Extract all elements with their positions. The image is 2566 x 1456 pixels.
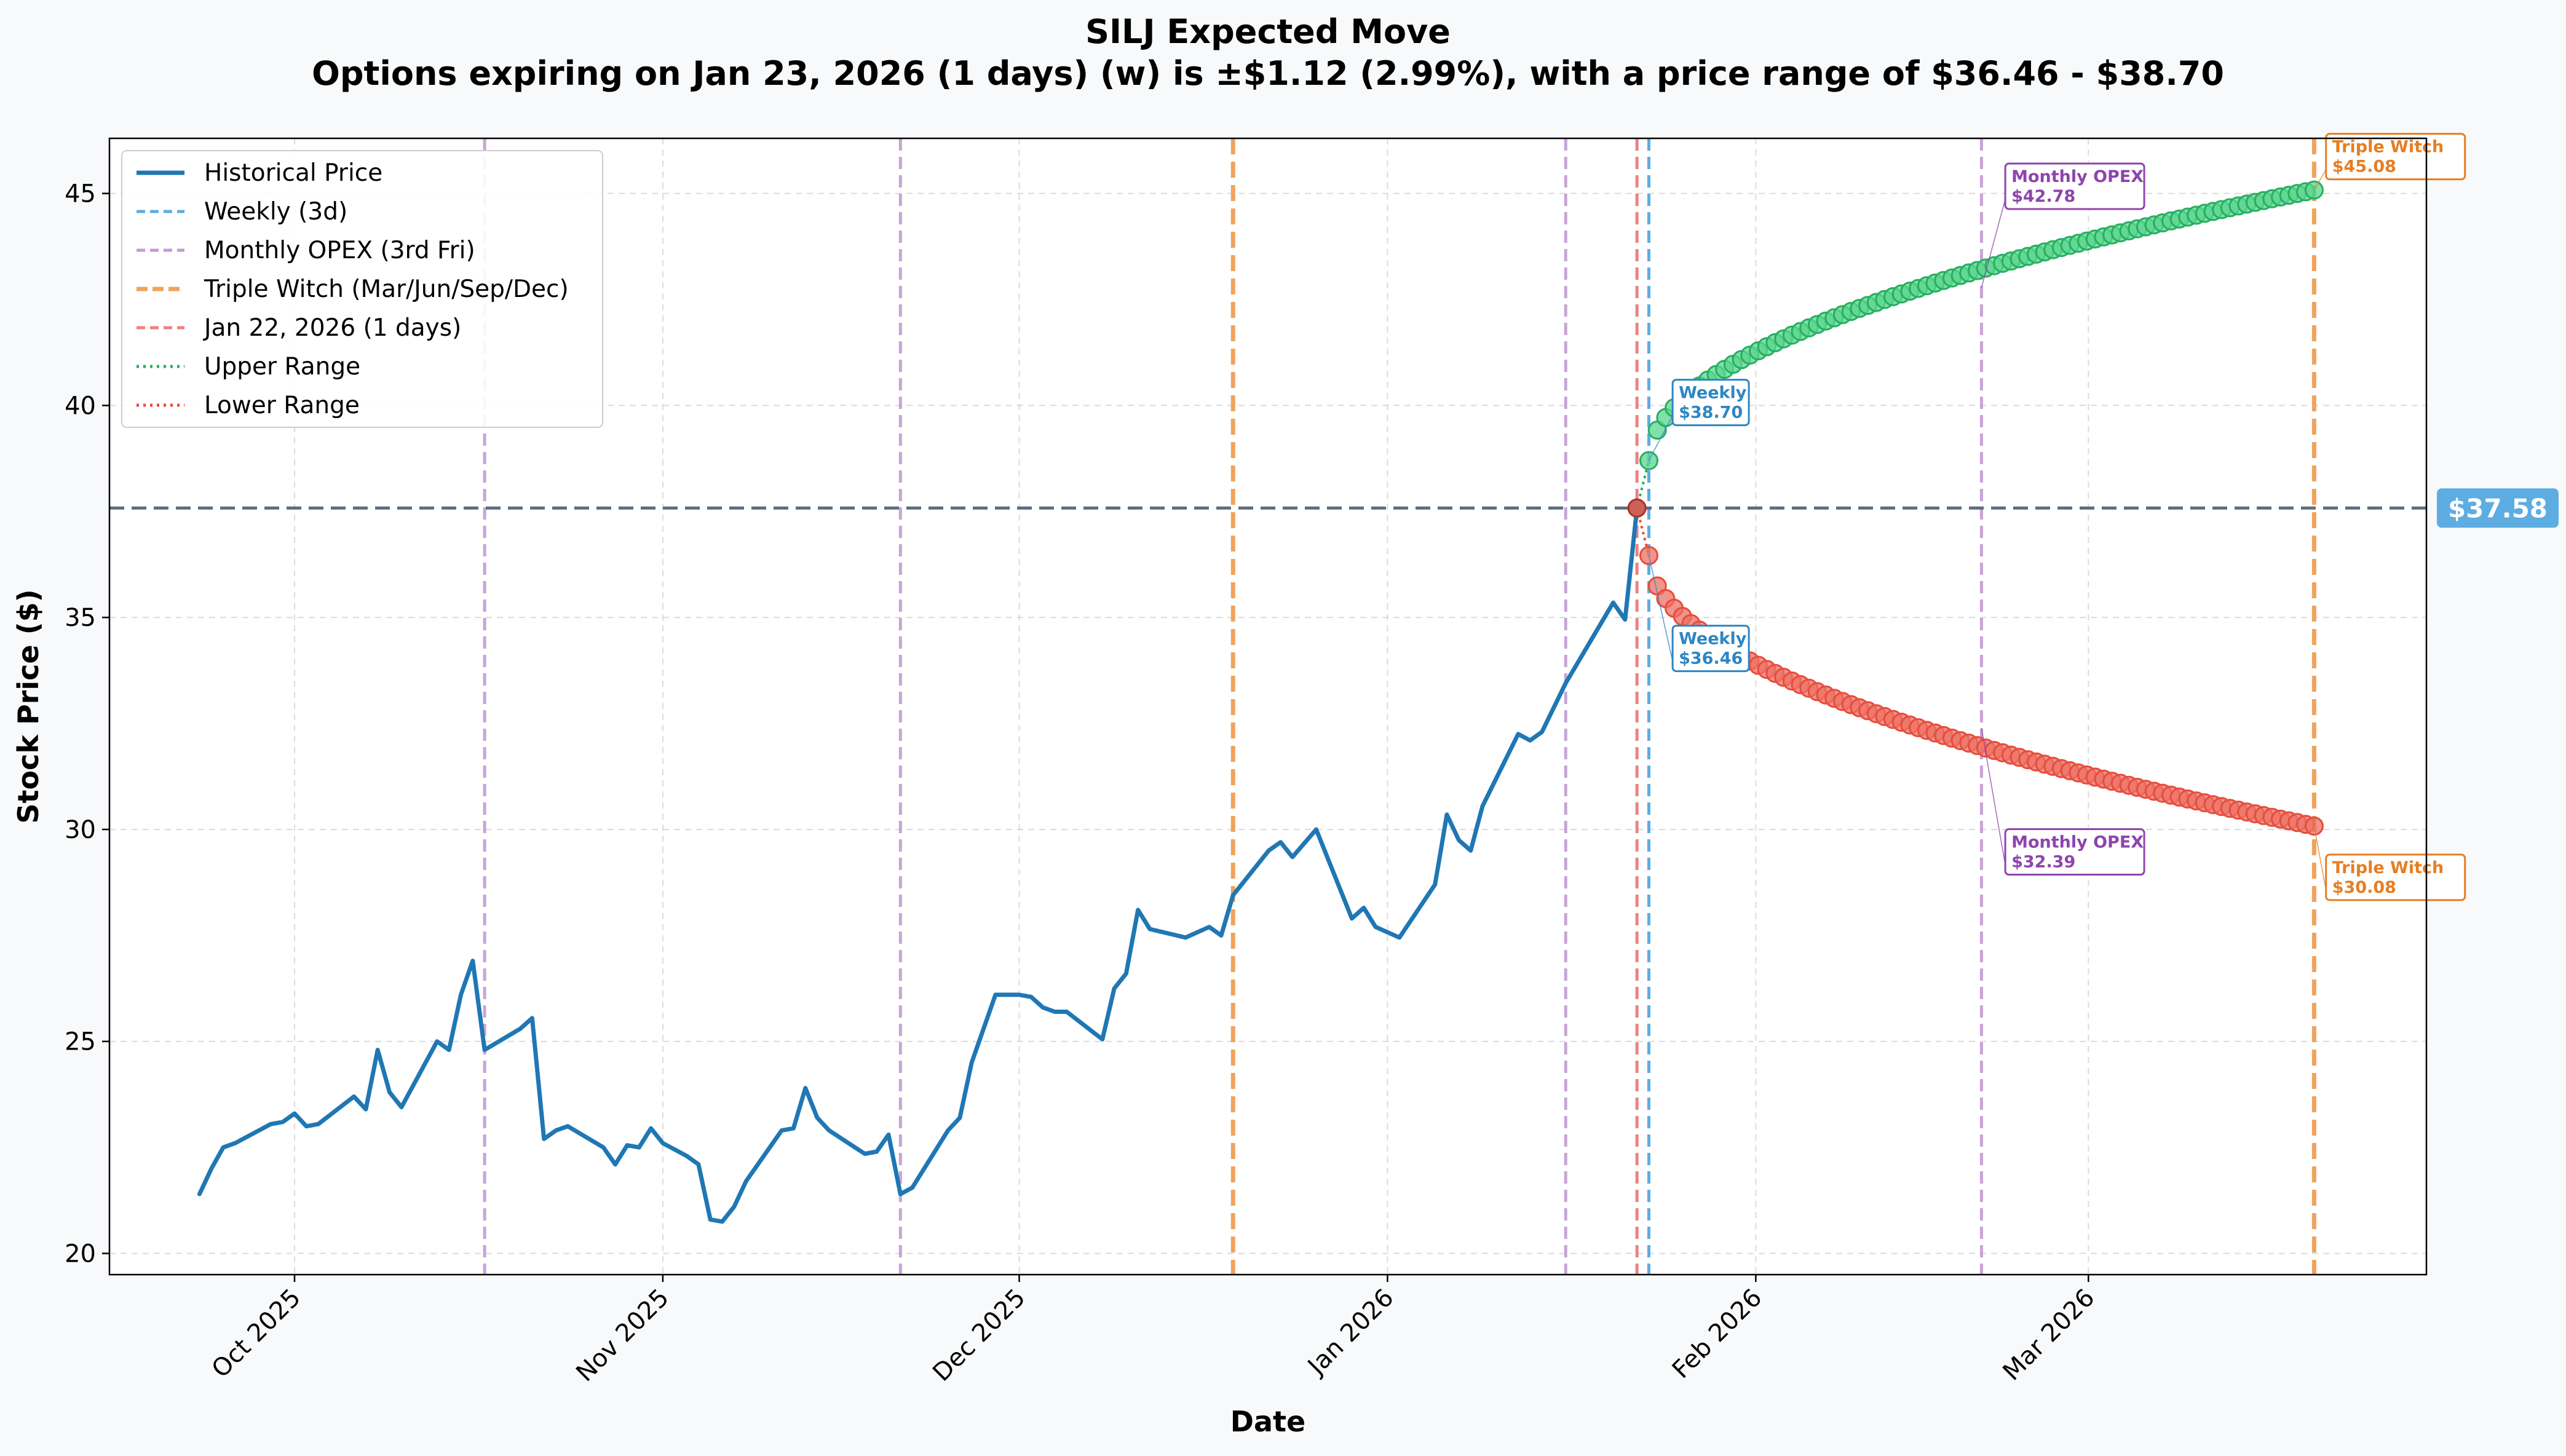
lower-range-point (1639, 546, 1658, 565)
legend-label: Upper Range (204, 353, 360, 381)
series (197, 180, 2324, 1224)
annotation: Triple Witch$45.08 (2313, 133, 2466, 191)
annotation-price: $32.39 (2011, 853, 2075, 872)
y-tick-label: 30 (65, 816, 96, 844)
y-tick-label: 25 (65, 1028, 96, 1056)
x-axis-label: Date (1230, 1405, 1305, 1438)
chart-title: SILJ Expected Move (1085, 12, 1451, 51)
upper-range-point (1639, 451, 1658, 470)
annotation-price: $42.78 (2011, 187, 2075, 206)
y-axis-ticks: 20 25 30 35 40 45 (65, 180, 109, 1268)
annotation-leader (2313, 826, 2327, 891)
legend-label: Lower Range (204, 392, 360, 419)
annotation-leader (1648, 415, 1673, 461)
annotation-box (2004, 162, 2145, 210)
legend-box (121, 150, 603, 428)
current-price-badge-bg (2437, 488, 2559, 528)
y-tick-label: 20 (65, 1240, 96, 1268)
legend-label: Monthly OPEX (3rd Fri) (204, 237, 475, 264)
legend-label: Weekly (3d) (204, 198, 347, 226)
legend-label: Triple Witch (Mar/Jun/Sep/Dec) (204, 275, 569, 303)
annotation: Weekly$38.70 (1648, 379, 1750, 461)
annotation-box (1671, 379, 1750, 427)
legend-label: Jan 22, 2026 (1 days) (202, 314, 461, 342)
legend-label: Historical Price (204, 159, 382, 187)
annotation: Monthly OPEX$32.39 (1981, 728, 2145, 876)
y-tick-label: 45 (65, 180, 96, 208)
y-tick-label: 40 (65, 392, 96, 420)
annotation-title: Weekly (1679, 630, 1747, 649)
current-price-label: $37.58 (2448, 493, 2548, 523)
current-price-point (1627, 498, 1647, 518)
annotation-box (1671, 625, 1750, 673)
expiration-lines (483, 138, 2316, 1275)
annotation-price: $45.08 (2332, 157, 2396, 176)
annotation-leader (1648, 555, 1673, 662)
annotation-box (2004, 828, 2145, 876)
annotation: Triple Witch$30.08 (2313, 826, 2466, 901)
current-price-badge: $37.58 (2437, 488, 2559, 528)
annotation-title: Triple Witch (2332, 138, 2444, 157)
annotation-box (2325, 133, 2466, 181)
annotation-leader (2313, 169, 2327, 191)
chart-subtitle: Options expiring on Jan 23, 2026 (1 days… (312, 54, 2224, 93)
annotation-leader (1981, 199, 2006, 288)
annotation-title: Weekly (1679, 384, 1747, 403)
upper-range (1636, 180, 2324, 508)
plot-frame (108, 137, 2428, 1276)
annotation-title: Triple Witch (2332, 858, 2444, 877)
annotation-price: $38.70 (1679, 403, 1743, 422)
annotation-title: Monthly OPEX (2011, 167, 2144, 186)
annotation-price: $30.08 (2332, 878, 2396, 897)
annotation-box (2325, 853, 2466, 901)
legend: Historical Price Weekly (3d) Monthly OPEX … (121, 150, 603, 428)
y-tick-label: 35 (65, 604, 96, 632)
annotation-title: Monthly OPEX (2011, 833, 2144, 852)
annotation: Weekly$36.46 (1648, 555, 1750, 673)
annotation-price: $36.46 (1679, 649, 1743, 668)
y-axis-label: Stock Price ($) (12, 589, 45, 823)
historical-price-line (197, 505, 1639, 1224)
annotation-leader (1981, 728, 2006, 865)
annotation: Monthly OPEX$42.78 (1981, 162, 2145, 288)
